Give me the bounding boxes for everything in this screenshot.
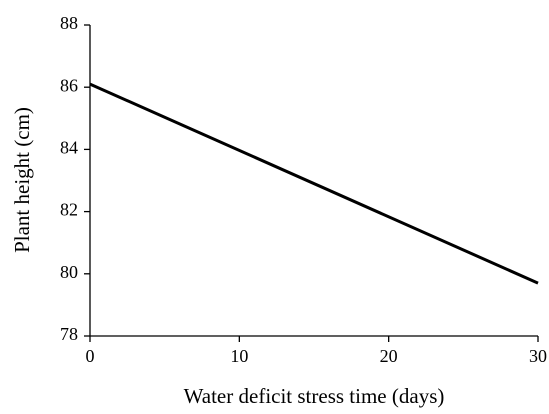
x-tick-label: 30 xyxy=(529,346,547,366)
y-tick-label: 86 xyxy=(60,75,78,95)
x-axis-label: Water deficit stress time (days) xyxy=(184,384,445,408)
y-tick-label: 80 xyxy=(60,262,78,282)
x-tick-label: 0 xyxy=(86,346,95,366)
y-tick-label: 82 xyxy=(60,200,78,220)
x-tick-label: 10 xyxy=(230,346,248,366)
y-tick-label: 78 xyxy=(60,324,78,344)
x-tick-label: 20 xyxy=(380,346,398,366)
data-line xyxy=(89,82,539,285)
y-tick-label: 88 xyxy=(60,13,78,33)
y-tick-label: 84 xyxy=(60,138,78,158)
y-axis-label: Plant height (cm) xyxy=(10,107,34,253)
